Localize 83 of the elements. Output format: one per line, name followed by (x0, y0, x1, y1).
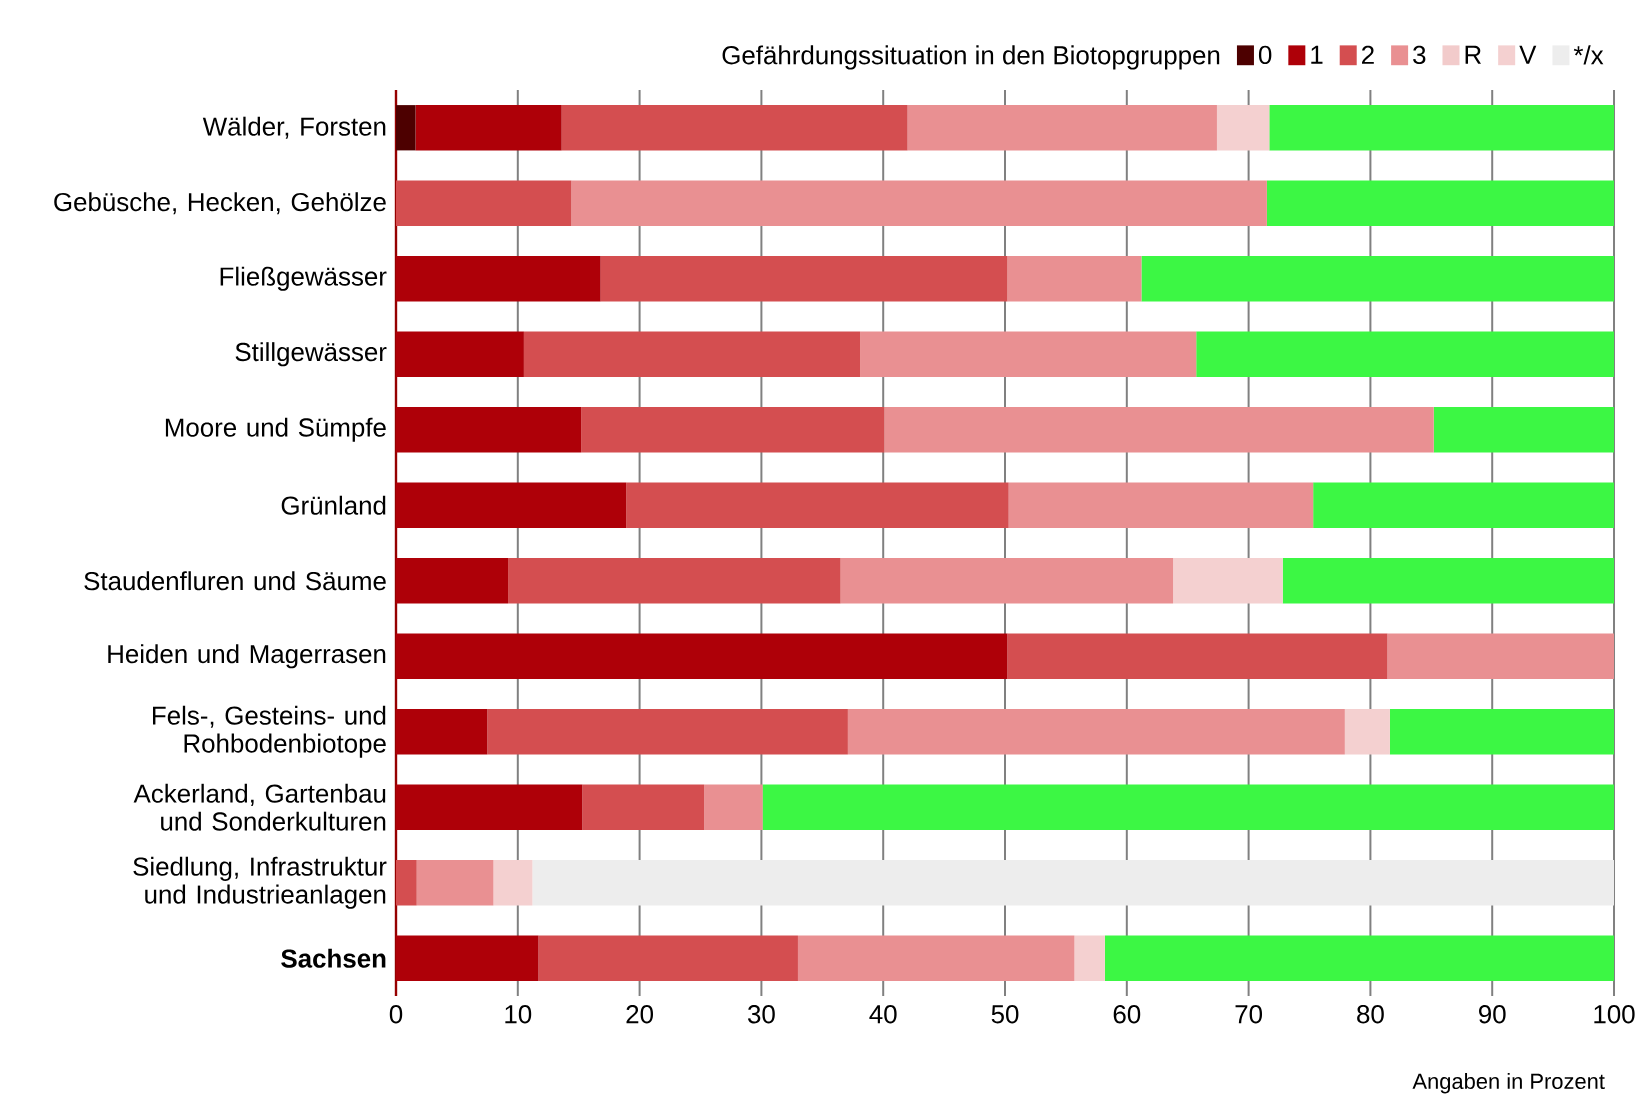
bar (1216, 105, 1270, 151)
legend-label: V (1519, 45, 1537, 64)
bar (581, 407, 885, 453)
legend-label: 3 (1413, 45, 1426, 65)
x-tick-label: 30 (748, 1005, 775, 1024)
x-tick-label: 100 (1594, 1005, 1635, 1024)
x-tick-label: 90 (1479, 1005, 1506, 1024)
bar (415, 105, 562, 151)
bar (1387, 633, 1615, 679)
bar (561, 105, 908, 151)
bar (523, 331, 861, 377)
y-tick-label: Fließgewässer (220, 266, 387, 291)
y-tick-label: Sachsen (281, 948, 386, 968)
x-tick-label: 70 (1235, 1005, 1263, 1024)
bar (907, 105, 1217, 151)
bar (1313, 482, 1615, 528)
bar (1008, 482, 1314, 528)
y-tick-label: Wälder, Forsten (202, 116, 386, 139)
bar (396, 256, 601, 302)
bar (396, 105, 416, 151)
legend-label: 2 (1362, 45, 1374, 64)
y-tick-label: Siedlung, Infrastruktur und Industrieanlagen (133, 856, 387, 909)
bar (1344, 709, 1390, 755)
bar (704, 784, 763, 830)
bar (396, 331, 524, 377)
bar (626, 482, 1009, 528)
y-tick-label: Grünland (281, 495, 386, 515)
bar (487, 709, 848, 755)
bar (1433, 407, 1615, 453)
legend-label: 0 (1258, 45, 1272, 65)
bar (416, 860, 494, 906)
bar (1389, 709, 1615, 755)
bar (396, 633, 1008, 679)
y-tick-label: Gebüsche, Hecken, Gehölze (54, 192, 386, 215)
x-tick-label: 60 (1113, 1005, 1141, 1024)
x-tick-label: 10 (505, 1005, 532, 1024)
bar (797, 935, 1075, 981)
bar (860, 331, 1197, 377)
bar (1007, 633, 1388, 679)
bar (1074, 935, 1105, 981)
legend-label: */x (1573, 45, 1604, 65)
y-tick-label: Heiden und Magerrasen (108, 644, 386, 669)
bar (571, 180, 1267, 226)
legend-title: Gefährdungssituation in den Biotopgruppen (722, 45, 1220, 70)
y-tick-label: Staudenfluren und Säume (84, 571, 386, 591)
x-tick-label: 0 (389, 1005, 403, 1024)
bar (538, 935, 798, 981)
legend-label: R (1465, 45, 1481, 64)
bar (840, 558, 1174, 604)
legend-label: 1 (1311, 45, 1323, 64)
bar (1266, 180, 1615, 226)
y-tick-label: Fels-, Gesteins- und Rohbodenbiotope (153, 705, 386, 758)
bar (847, 709, 1345, 755)
y-tick-label: Moore und Sümpfe (165, 417, 386, 442)
x-axis-title: Angaben in Prozent (1412, 1073, 1605, 1094)
bar (396, 558, 509, 604)
bar (1007, 256, 1142, 302)
bar (1282, 558, 1615, 604)
bar (396, 180, 572, 226)
bar (532, 860, 1615, 906)
bar (396, 784, 583, 830)
bar (600, 256, 1008, 302)
bar (396, 935, 539, 981)
bar (396, 860, 417, 906)
y-tick-label: Ackerland, Gartenbau und Sonderkulturen (133, 783, 386, 831)
x-tick-label: 40 (869, 1005, 897, 1024)
bar (1141, 256, 1615, 302)
x-tick-label: 20 (626, 1005, 654, 1024)
bar (1104, 935, 1615, 981)
bar (582, 784, 705, 830)
bar (396, 709, 488, 755)
x-tick-label: 50 (991, 1005, 1019, 1024)
bar (1196, 331, 1615, 377)
bar (762, 784, 1615, 830)
bar (508, 558, 841, 604)
bar (396, 407, 582, 453)
y-tick-label: Stillgewässer (235, 342, 387, 367)
x-tick-label: 80 (1357, 1005, 1384, 1024)
bar (884, 407, 1434, 453)
bar (1269, 105, 1615, 151)
bar (493, 860, 533, 906)
bar (1173, 558, 1283, 604)
bar (396, 482, 627, 528)
